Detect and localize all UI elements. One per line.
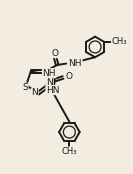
- Text: NH: NH: [42, 69, 56, 78]
- Text: S: S: [22, 83, 28, 92]
- Text: O: O: [66, 72, 73, 81]
- Text: CH₃: CH₃: [111, 37, 127, 46]
- Text: N: N: [46, 78, 53, 87]
- Text: NH: NH: [68, 59, 82, 68]
- Text: CH₃: CH₃: [62, 147, 77, 156]
- Text: N: N: [31, 88, 38, 97]
- Text: HN: HN: [46, 86, 60, 94]
- Text: O: O: [51, 49, 58, 58]
